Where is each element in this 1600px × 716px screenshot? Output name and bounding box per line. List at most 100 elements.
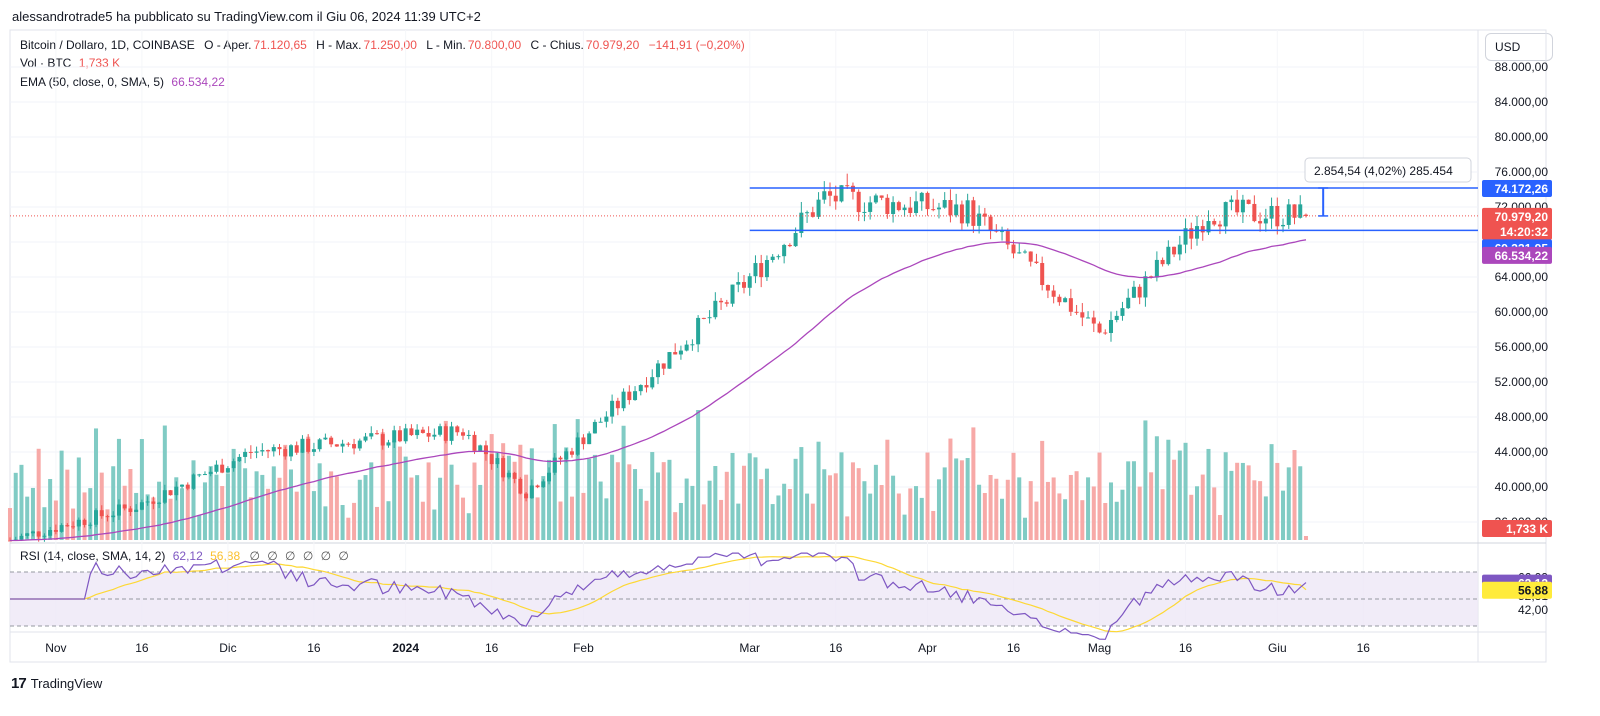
candle-body [942, 200, 947, 208]
volume-bar [1028, 481, 1033, 540]
candle-body [1126, 297, 1131, 309]
volume-bar [392, 441, 397, 540]
volume-bar [443, 420, 448, 540]
footer-brand[interactable]: 17 TradingView [11, 675, 102, 692]
candle-body [655, 363, 660, 378]
candle-body [1086, 317, 1091, 319]
time-tick-label: 16 [307, 641, 321, 655]
volume-bar [220, 486, 225, 540]
candle-body [466, 434, 471, 436]
tradingview-logo-icon: 17 [11, 675, 27, 692]
footer-brand-text: TradingView [30, 676, 103, 691]
time-tick-label: 2024 [392, 641, 419, 655]
volume-bar [288, 469, 293, 540]
candle-body [248, 451, 253, 453]
volume-bar [627, 464, 632, 540]
volume-bar [478, 484, 483, 540]
candle-body [1246, 199, 1251, 204]
volume-bar [948, 438, 953, 540]
candle-body [971, 200, 976, 226]
candle-body [1172, 246, 1177, 255]
candle-body [185, 484, 190, 489]
volume-bar [7, 508, 13, 540]
price-tick-label: 44.000,00 [1495, 445, 1549, 459]
candle-body [1114, 315, 1119, 320]
volume-bar [266, 488, 271, 540]
candle-body [415, 429, 420, 436]
candle-body [690, 344, 695, 346]
volume-bar [1286, 467, 1291, 540]
volume-bar [931, 510, 936, 540]
volume-bar [587, 458, 592, 540]
volume-bar [317, 463, 322, 540]
volume-bar [1103, 502, 1108, 540]
candle-body [965, 200, 970, 224]
volume-bar [1252, 480, 1257, 540]
candle-body [902, 207, 907, 211]
candle-body [346, 443, 351, 445]
volume-bar [489, 434, 494, 540]
volume-bar [145, 494, 150, 540]
symbol-title[interactable]: Bitcoin / Dollaro, 1D, COINBASE [20, 38, 195, 52]
volume-bar [885, 439, 890, 540]
volume-bar [231, 448, 236, 540]
candle-body [357, 440, 362, 449]
volume-bar [1240, 462, 1245, 540]
rsi-value: 62,12 [172, 549, 203, 563]
rsi-pane [10, 552, 1478, 640]
volume-bar [329, 471, 334, 540]
volume-bar [776, 495, 781, 540]
candle-body [816, 199, 821, 217]
horizontal-lines[interactable]: 2.854,54 (4,02%) 285.454 [10, 157, 1478, 232]
currency-button[interactable]: USD [1485, 33, 1553, 61]
candle-body [684, 344, 689, 351]
candle-body [696, 317, 701, 345]
volume-bar [122, 485, 127, 540]
volume-bar [1177, 450, 1182, 540]
candle-body [1258, 221, 1263, 224]
candle-body [1051, 290, 1056, 297]
candle-body [587, 433, 592, 445]
candles [7, 173, 1308, 542]
volume-bar [30, 487, 35, 540]
volume-bar [449, 464, 454, 540]
volume-bar [1057, 493, 1062, 540]
candle-body [661, 363, 666, 369]
candle-body [667, 352, 672, 369]
volume-bar [1143, 420, 1148, 540]
volume-bar [1195, 486, 1200, 540]
volume-bar [426, 462, 431, 540]
candle-body [116, 504, 121, 516]
volume-bar [696, 410, 701, 540]
volume-bar [805, 493, 810, 540]
candle-body [214, 464, 219, 472]
volume-bar [466, 513, 471, 540]
volume-bar [1298, 466, 1303, 540]
candle-body [1120, 308, 1125, 316]
volume-bar [340, 505, 345, 540]
price-tick-label: 60.000,00 [1495, 305, 1549, 319]
volume-bar [868, 493, 873, 540]
volume-bar [971, 427, 976, 540]
candle-body [615, 400, 620, 409]
volume-bar [323, 506, 328, 540]
candle-body [1040, 263, 1045, 286]
time-axis[interactable]: Nov 16 Dic 16 2024 16 Feb Mar 16 Apr 16 Mag 16 Giu 16 [45, 641, 1370, 655]
volume-bar [673, 512, 678, 540]
candle-body [420, 429, 425, 433]
volume-bar [1120, 489, 1125, 540]
candle-body [30, 531, 35, 534]
volume-bar [942, 467, 947, 540]
volume-bar [386, 501, 391, 540]
volume-bar [1108, 482, 1114, 540]
time-tick-label: Mag [1088, 641, 1111, 655]
open-value: 71.120,65 [253, 38, 307, 52]
candle-body [1011, 244, 1016, 254]
volume-bar [833, 473, 838, 540]
volume-bar [271, 466, 276, 540]
volume-bar [1269, 444, 1274, 540]
volume-bar [1068, 474, 1073, 540]
candle-body [954, 204, 959, 216]
volume-bar [581, 492, 586, 540]
